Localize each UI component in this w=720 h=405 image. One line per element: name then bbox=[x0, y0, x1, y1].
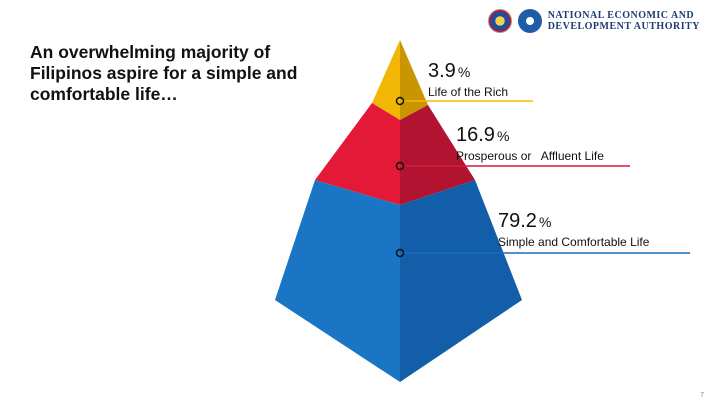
headline: An overwhelming majority of Filipinos as… bbox=[30, 42, 298, 104]
tier-bottom-label: Simple and Comfortable Life bbox=[498, 235, 650, 249]
tier-top-value: 3.9 bbox=[428, 60, 456, 82]
tier-top-text: 3.9% Life of the Rich bbox=[428, 60, 508, 99]
page-number: 7 bbox=[700, 392, 704, 399]
pyramid-tier-bottom-right bbox=[400, 180, 522, 382]
pyramid-tier-middle-right bbox=[400, 105, 475, 205]
pyramid-tier-top-left bbox=[372, 40, 400, 120]
tier-bottom-text: 79.2% Simple and Comfortable Life bbox=[498, 210, 649, 249]
marker-bottom bbox=[395, 248, 405, 258]
tier-top-unit: % bbox=[457, 64, 471, 80]
tier-top-label: Life of the Rich bbox=[428, 85, 509, 99]
org-name-line1: National Economic and bbox=[547, 10, 695, 21]
marker-top bbox=[395, 96, 405, 106]
neda-seal-icon bbox=[517, 9, 542, 33]
marker-middle bbox=[395, 161, 405, 171]
tier-bottom-unit: % bbox=[538, 214, 552, 230]
tier-middle-text: 16.9% Prosperous or Affluent Life bbox=[456, 124, 604, 163]
header-logos: National Economic and Development Author… bbox=[487, 6, 700, 36]
philippine-seal-icon bbox=[487, 9, 512, 33]
org-name: National Economic and Development Author… bbox=[548, 10, 700, 32]
pyramid-tier-middle-left bbox=[315, 103, 400, 205]
pyramid-tier-top-right bbox=[400, 40, 428, 120]
org-name-line2: Development Authority bbox=[547, 21, 700, 32]
tier-middle-label: Prosperous or Affluent Life bbox=[456, 149, 604, 163]
pyramid-tier-bottom-left bbox=[275, 180, 400, 382]
tier-middle-unit: % bbox=[496, 128, 510, 144]
tier-bottom-value: 79.2 bbox=[498, 210, 537, 232]
tier-middle-value: 16.9 bbox=[456, 124, 495, 146]
